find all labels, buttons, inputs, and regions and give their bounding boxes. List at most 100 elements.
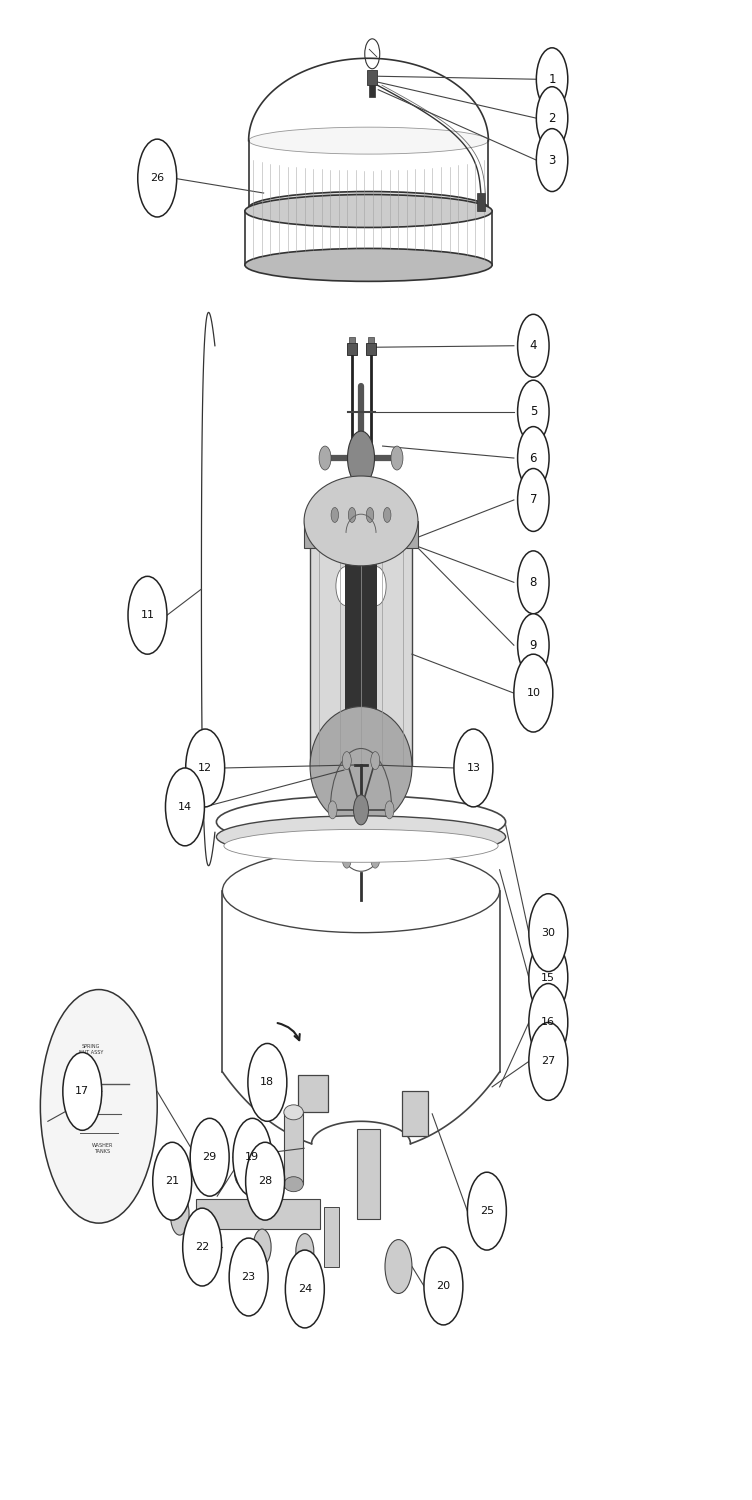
Circle shape: [367, 567, 386, 606]
Text: 13: 13: [466, 764, 481, 772]
Circle shape: [367, 506, 386, 544]
Circle shape: [371, 752, 380, 770]
Bar: [304, 520, 418, 548]
Circle shape: [153, 1143, 192, 1220]
Ellipse shape: [217, 816, 505, 858]
Circle shape: [353, 795, 368, 825]
Bar: [356, 1130, 381, 1218]
Bar: [298, 1076, 328, 1113]
Circle shape: [517, 550, 549, 614]
Circle shape: [186, 729, 225, 807]
Circle shape: [128, 576, 167, 654]
Text: 17: 17: [75, 1086, 89, 1096]
Circle shape: [165, 768, 205, 846]
Circle shape: [517, 614, 549, 676]
Bar: [310, 542, 412, 766]
Text: 4: 4: [529, 339, 537, 352]
Circle shape: [138, 140, 177, 218]
Bar: [347, 344, 357, 354]
Circle shape: [347, 430, 374, 484]
Circle shape: [233, 1119, 272, 1196]
Circle shape: [536, 129, 568, 192]
Ellipse shape: [249, 128, 488, 154]
Bar: [352, 537, 370, 561]
Bar: [367, 70, 378, 86]
Bar: [349, 338, 355, 344]
Ellipse shape: [217, 795, 505, 847]
Text: 1: 1: [548, 72, 556, 86]
Circle shape: [536, 48, 568, 111]
Bar: [284, 1113, 303, 1184]
Circle shape: [342, 850, 351, 868]
Circle shape: [235, 1158, 248, 1185]
Circle shape: [253, 1228, 271, 1264]
Circle shape: [517, 468, 549, 531]
Bar: [402, 1092, 429, 1137]
Bar: [196, 1198, 320, 1228]
Circle shape: [336, 567, 356, 606]
Circle shape: [296, 1233, 314, 1269]
Circle shape: [285, 1250, 324, 1328]
Circle shape: [41, 990, 157, 1222]
Bar: [344, 548, 378, 760]
Circle shape: [529, 1023, 568, 1101]
Circle shape: [342, 752, 351, 770]
Text: 30: 30: [541, 927, 555, 938]
Polygon shape: [325, 519, 361, 591]
Text: 23: 23: [241, 1272, 256, 1282]
Text: 3: 3: [548, 153, 556, 166]
Text: 14: 14: [178, 802, 192, 812]
Circle shape: [371, 850, 380, 868]
Circle shape: [385, 801, 394, 819]
Text: 22: 22: [195, 1242, 209, 1252]
Text: 12: 12: [198, 764, 212, 772]
Text: 27: 27: [541, 1056, 556, 1066]
Text: 24: 24: [298, 1284, 312, 1294]
Text: SPRING
NUT ASSY: SPRING NUT ASSY: [79, 1044, 104, 1054]
Ellipse shape: [249, 192, 488, 225]
Polygon shape: [343, 555, 379, 627]
Text: 6: 6: [529, 452, 537, 465]
Text: 25: 25: [480, 1206, 494, 1216]
Text: 16: 16: [541, 1017, 555, 1028]
Bar: [365, 344, 376, 354]
Circle shape: [529, 894, 568, 972]
Circle shape: [248, 1044, 287, 1122]
Ellipse shape: [284, 1106, 303, 1120]
Bar: [368, 338, 374, 344]
Circle shape: [384, 507, 391, 522]
Circle shape: [229, 1238, 268, 1316]
Circle shape: [336, 506, 356, 544]
Circle shape: [536, 87, 568, 150]
Circle shape: [517, 380, 549, 442]
Circle shape: [366, 507, 374, 522]
Text: 11: 11: [141, 610, 154, 621]
Text: 18: 18: [260, 1077, 274, 1088]
Circle shape: [529, 939, 568, 1017]
Bar: [323, 1206, 338, 1266]
Text: 7: 7: [529, 494, 537, 507]
Circle shape: [517, 426, 549, 489]
Circle shape: [63, 1053, 102, 1131]
Circle shape: [319, 446, 331, 470]
Circle shape: [385, 1239, 412, 1293]
Circle shape: [348, 507, 356, 522]
Circle shape: [183, 1208, 222, 1286]
Text: 15: 15: [541, 972, 555, 982]
Ellipse shape: [310, 706, 412, 827]
Ellipse shape: [245, 249, 492, 282]
Text: 21: 21: [165, 1176, 179, 1186]
Polygon shape: [361, 519, 397, 591]
Ellipse shape: [245, 195, 492, 228]
Text: 9: 9: [529, 639, 537, 651]
Bar: [478, 194, 484, 211]
Circle shape: [391, 446, 403, 470]
Circle shape: [529, 984, 568, 1062]
Text: 20: 20: [436, 1281, 450, 1292]
Ellipse shape: [171, 1192, 189, 1234]
Circle shape: [454, 729, 493, 807]
Circle shape: [246, 1143, 284, 1220]
Text: 19: 19: [245, 1152, 259, 1162]
Ellipse shape: [224, 830, 498, 862]
Ellipse shape: [284, 1176, 303, 1191]
